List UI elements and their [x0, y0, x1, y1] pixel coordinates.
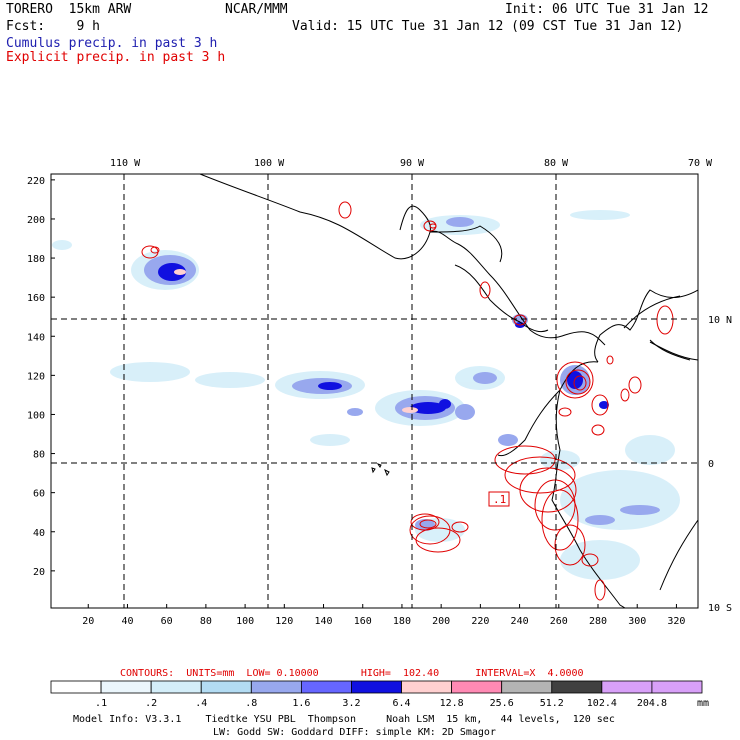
latitude-labels: 10 N 0 10 S — [708, 315, 732, 614]
y-tick-label: 20 — [33, 567, 45, 578]
explicit-precip-contours — [141, 201, 674, 601]
lat-label: 10 S — [708, 603, 732, 614]
colorbar-label: 3.2 — [342, 698, 360, 709]
colorbar-label: .4 — [195, 698, 207, 709]
colorbar-swatch — [100, 680, 152, 694]
y-tick-label: 200 — [27, 215, 45, 226]
lon-label: 70 W — [688, 158, 713, 169]
x-tick-label: 120 — [275, 616, 293, 627]
y-tick-label: 220 — [27, 176, 45, 187]
colorbar-label: 102.4 — [587, 698, 617, 709]
x-tick-label: 140 — [314, 616, 332, 627]
explicit-precip-label: Explicit precip. in past 3 h — [6, 50, 226, 65]
colorbar-label: 204.8 — [637, 698, 667, 709]
colorbar-swatch — [651, 680, 703, 694]
colorbar-swatch — [451, 680, 503, 694]
contour-label: .1 — [493, 493, 506, 506]
colorbar-label: 12.8 — [440, 698, 464, 709]
y-ticks: 20 40 60 80 100 120 140 160 180 200 220 — [27, 176, 55, 578]
colorbar-swatch — [300, 680, 352, 694]
colorbar: .1 .2 .4 .8 1.6 3.2 6.4 12.8 25.6 51.2 102.4 204.8 — [50, 680, 703, 709]
x-tick-label: 80 — [200, 616, 212, 627]
colorbar-label: .1 — [95, 698, 107, 709]
colorbar-swatch — [351, 680, 402, 694]
lon-label: 110 W — [110, 158, 141, 169]
y-tick-label: 180 — [27, 254, 45, 265]
colorbar-swatch — [200, 680, 252, 694]
x-tick-label: 20 — [82, 616, 94, 627]
colorbar-label: 6.4 — [393, 698, 411, 709]
x-tick-label: 160 — [354, 616, 372, 627]
organization-label: NCAR/MMM — [225, 2, 288, 17]
colorbar-swatch — [50, 680, 102, 694]
colorbar-swatch — [401, 680, 453, 694]
x-tick-label: 200 — [432, 616, 450, 627]
colorbar-units: mm — [697, 698, 709, 709]
x-tick-label: 180 — [393, 616, 411, 627]
colorbar-swatch — [150, 680, 202, 694]
forecast-hour: Fcst: 9 h — [6, 19, 100, 34]
y-tick-label: 120 — [27, 371, 45, 382]
map-frame — [50, 173, 699, 609]
valid-time: Valid: 15 UTC Tue 31 Jan 12 (09 CST Tue … — [292, 19, 684, 34]
lon-label: 80 W — [544, 158, 569, 169]
colorbar-label: 1.6 — [292, 698, 310, 709]
colorbar-label: .8 — [245, 698, 257, 709]
x-tick-label: 320 — [667, 616, 685, 627]
cumulus-precip-shading — [52, 210, 680, 580]
y-tick-label: 100 — [27, 410, 45, 421]
colorbar-label: 51.2 — [540, 698, 564, 709]
colorbar-swatch — [501, 680, 553, 694]
longitude-labels: 110 W 100 W 90 W 80 W 70 W — [110, 158, 713, 169]
lat-label: 0 — [708, 459, 714, 470]
x-tick-label: 100 — [236, 616, 254, 627]
lat-label: 10 N — [708, 315, 732, 326]
colorbar-swatch — [601, 680, 653, 694]
x-tick-label: 40 — [121, 616, 133, 627]
x-tick-label: 280 — [589, 616, 607, 627]
graticule — [51, 174, 698, 608]
y-tick-label: 140 — [27, 332, 45, 343]
lon-label: 90 W — [400, 158, 425, 169]
lon-label: 100 W — [254, 158, 285, 169]
contours-info: CONTOURS: UNITS=mm LOW= 0.10000 HIGH= 10… — [120, 668, 584, 679]
y-tick-label: 80 — [33, 450, 45, 461]
x-tick-label: 240 — [511, 616, 529, 627]
init-time: Init: 06 UTC Tue 31 Jan 12 — [505, 2, 709, 17]
model-info-line-1: Model Info: V3.3.1 Tiedtke YSU PBL Thomp… — [73, 714, 615, 725]
x-tick-label: 60 — [161, 616, 173, 627]
x-ticks: 20 40 60 80 100 120 140 160 180 200 220 240 260 280 30… — [82, 604, 685, 627]
y-tick-label: 60 — [33, 489, 45, 500]
y-tick-label: 40 — [33, 528, 45, 539]
x-tick-label: 260 — [550, 616, 568, 627]
model-info-line-2: LW: Godd SW: Goddard DIFF: simple KM: 2D… — [213, 727, 496, 738]
colorbar-swatch — [250, 680, 302, 694]
model-title: TORERO 15km ARW — [6, 2, 132, 17]
coastlines — [199, 174, 698, 608]
colorbar-label: .2 — [145, 698, 157, 709]
colorbar-swatch — [551, 680, 603, 694]
x-tick-label: 300 — [628, 616, 646, 627]
y-tick-label: 160 — [27, 293, 45, 304]
cumulus-precip-label: Cumulus precip. in past 3 h — [6, 36, 218, 51]
colorbar-label: 25.6 — [490, 698, 514, 709]
x-tick-label: 220 — [471, 616, 489, 627]
